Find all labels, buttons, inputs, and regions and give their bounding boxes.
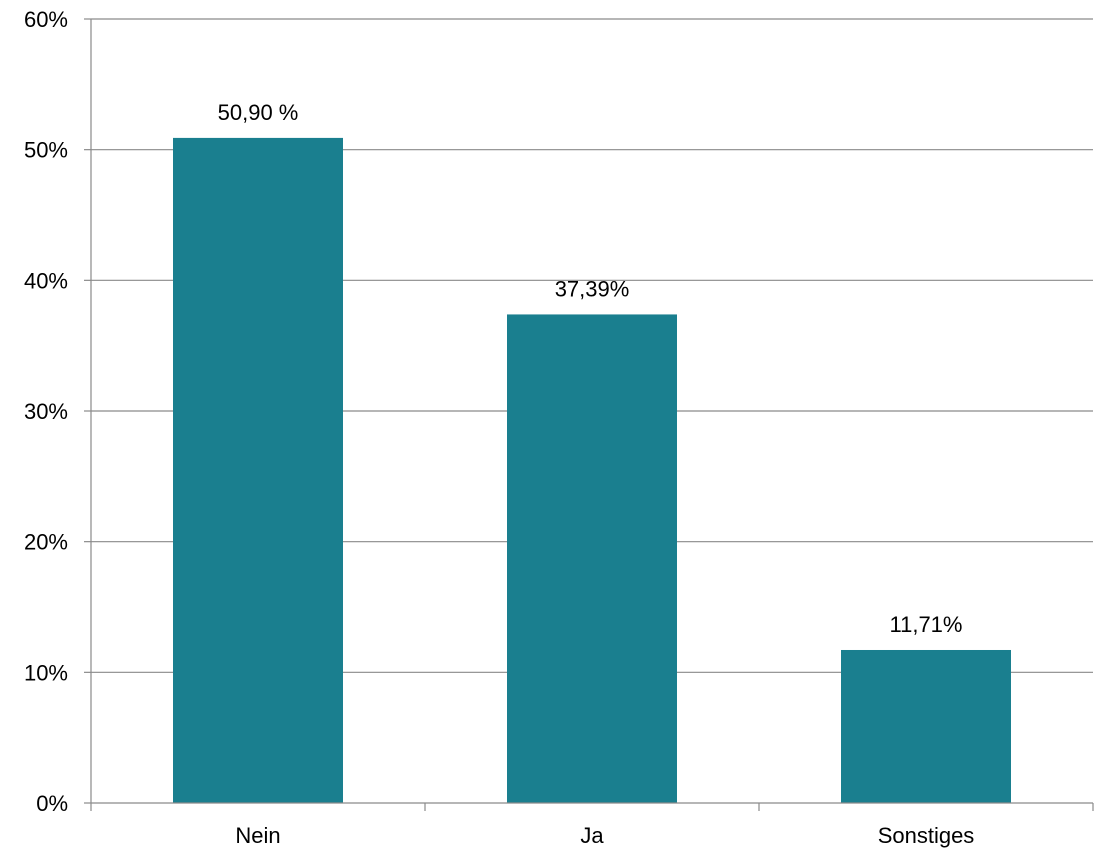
y-tick-label: 30% [24,399,68,424]
data-label: 11,71% [890,612,963,637]
y-tick-label: 60% [24,7,68,32]
bar-ja [507,314,677,803]
data-label: 50,90 % [218,100,299,125]
bar-nein [173,137,343,803]
data-label: 37,39% [555,276,630,301]
y-tick-label: 10% [24,660,68,685]
labels: 0% 10% 20% 30% 40% 50% 60% 50,90 % Nein 37,39% Ja 1… [24,7,974,848]
y-tick-label: 20% [24,530,68,555]
x-category-label: Nein [235,823,280,848]
bars [173,137,1011,803]
x-category-label: Sonstiges [878,823,975,848]
x-category-label: Ja [580,823,604,848]
y-tick-label: 40% [24,268,68,293]
axes [84,18,1094,811]
y-tick-label: 0% [36,791,68,816]
y-tick-label: 50% [24,138,68,163]
bar-sonstiges [841,649,1011,803]
